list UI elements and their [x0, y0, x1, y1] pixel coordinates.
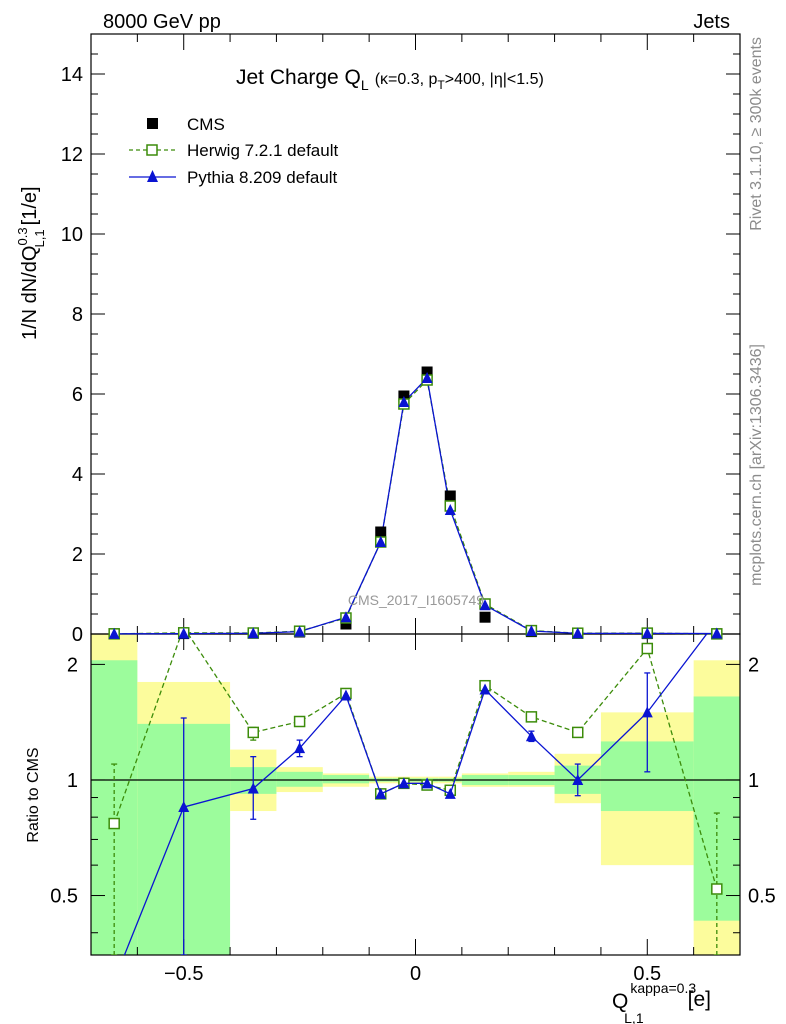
- main-ytick-label: 2: [72, 544, 83, 566]
- ratio-point-pythia: [178, 801, 190, 813]
- ratio-point-pythia: [641, 706, 653, 718]
- cms-data-point: [375, 526, 387, 538]
- ratio-line-pythia: [123, 634, 708, 955]
- ratio-xtick-label: 0.5: [633, 963, 661, 985]
- pythia-point: [421, 372, 433, 383]
- main-ytick-label: 14: [61, 64, 83, 86]
- legend-marker-cms: [147, 118, 158, 129]
- band-inner-bin: [322, 775, 370, 784]
- ratio-point-pythia: [421, 777, 433, 789]
- ratio-point-pythia: [375, 787, 387, 799]
- cms-data-point: [340, 618, 352, 630]
- pythia-point: [444, 504, 456, 515]
- header-right: Jets: [693, 11, 730, 33]
- main-ytick-label: 12: [61, 144, 83, 166]
- ratio-point-herwig: [247, 726, 259, 739]
- main-line-pythia: [114, 376, 717, 635]
- ratio-point-pythia: [294, 742, 306, 754]
- ratio-point-herwig: [572, 726, 584, 739]
- main-ytick-label: 0: [72, 624, 83, 646]
- series-markers: [108, 366, 723, 640]
- ratio-ytick-label-right: 1: [748, 770, 759, 792]
- ratio-xtick-label: −0.5: [164, 963, 203, 985]
- ratio-xtick-label: 0: [410, 963, 421, 985]
- ratio-xlabel: Qkappa=0.3 L,1[e]: [612, 980, 711, 1024]
- main-ytick-label: 6: [72, 384, 83, 406]
- pythia-point: [525, 625, 537, 636]
- ratio-ytick-label-right: 0.5: [748, 886, 776, 908]
- pythia-point: [108, 627, 120, 639]
- main-ytick-label: 10: [61, 224, 83, 246]
- ratio-ylabel: Ratio to CMS: [25, 747, 42, 842]
- ratio-point-herwig: [293, 715, 306, 728]
- main-ytick-label: 4: [72, 464, 83, 486]
- ratio-ytick-label: 0.5: [50, 886, 78, 908]
- ratio-point-pythia: [525, 730, 537, 742]
- pythia-point: [375, 536, 387, 547]
- ratio-uncertainty-band: [91, 634, 740, 955]
- ratio-line-herwig: [113, 634, 718, 890]
- pythia-point: [479, 599, 491, 611]
- header-left: 8000 GeV pp: [103, 11, 221, 33]
- ratio-series-group: [108, 634, 723, 955]
- ratio-point-pythia: [572, 773, 584, 785]
- pythia-point: [398, 396, 410, 407]
- ratio-point-herwig: [711, 883, 723, 895]
- legend-marker-herwig: [146, 144, 158, 156]
- pythia-point: [247, 627, 259, 639]
- ratio-point-herwig: [641, 642, 654, 655]
- legend-label-cms: CMS: [187, 115, 225, 134]
- pythia-point: [641, 627, 653, 639]
- legend-marker-pythia: [147, 170, 158, 182]
- ratio-ytick-label-right: 2: [748, 654, 759, 676]
- ratio-point-herwig: [108, 817, 120, 830]
- cms-data-point: [444, 490, 456, 502]
- analysis-watermark: CMS_2017_I1605749: [348, 592, 484, 608]
- pythia-point: [711, 627, 723, 639]
- ratio-point-pythia: [479, 683, 491, 695]
- ratio-point-pythia: [247, 782, 259, 794]
- main-ytick-label: 8: [72, 304, 83, 326]
- pythia-point: [340, 611, 352, 623]
- pythia-point: [294, 625, 306, 637]
- pythia-point: [178, 627, 190, 639]
- ratio-point-pythia: [398, 777, 410, 789]
- pythia-point: [572, 627, 584, 639]
- ratio-point-pythia: [444, 787, 456, 799]
- ratio-point-pythia: [340, 689, 352, 701]
- cms-data-point: [479, 611, 491, 623]
- ratio-ytick-label: 1: [67, 770, 78, 792]
- main-ylabel: 1/N dN/dQ0.3 L,1[1/e]: [15, 186, 47, 340]
- mcplots-label: mcplots.cern.ch [arXiv:1306.3436]: [748, 344, 765, 586]
- rivet-label: Rivet 3.1.10, ≥ 300k events: [748, 37, 765, 231]
- band-inner-bin: [276, 771, 323, 787]
- legend: CMS Herwig 7.2.1 default Pythia 8.209 de…: [129, 115, 338, 187]
- ratio-point-herwig: [525, 711, 538, 723]
- chart-title: Jet Charge QL (κ=0.3, pT>400, |η|<1.5): [236, 66, 544, 93]
- ratio-ytick-label: 2: [67, 654, 78, 676]
- legend-label-pythia: Pythia 8.209 default: [187, 168, 338, 187]
- legend-label-herwig: Herwig 7.2.1 default: [187, 141, 338, 160]
- series-lines: [108, 376, 723, 955]
- plot-frames: [90, 33, 741, 956]
